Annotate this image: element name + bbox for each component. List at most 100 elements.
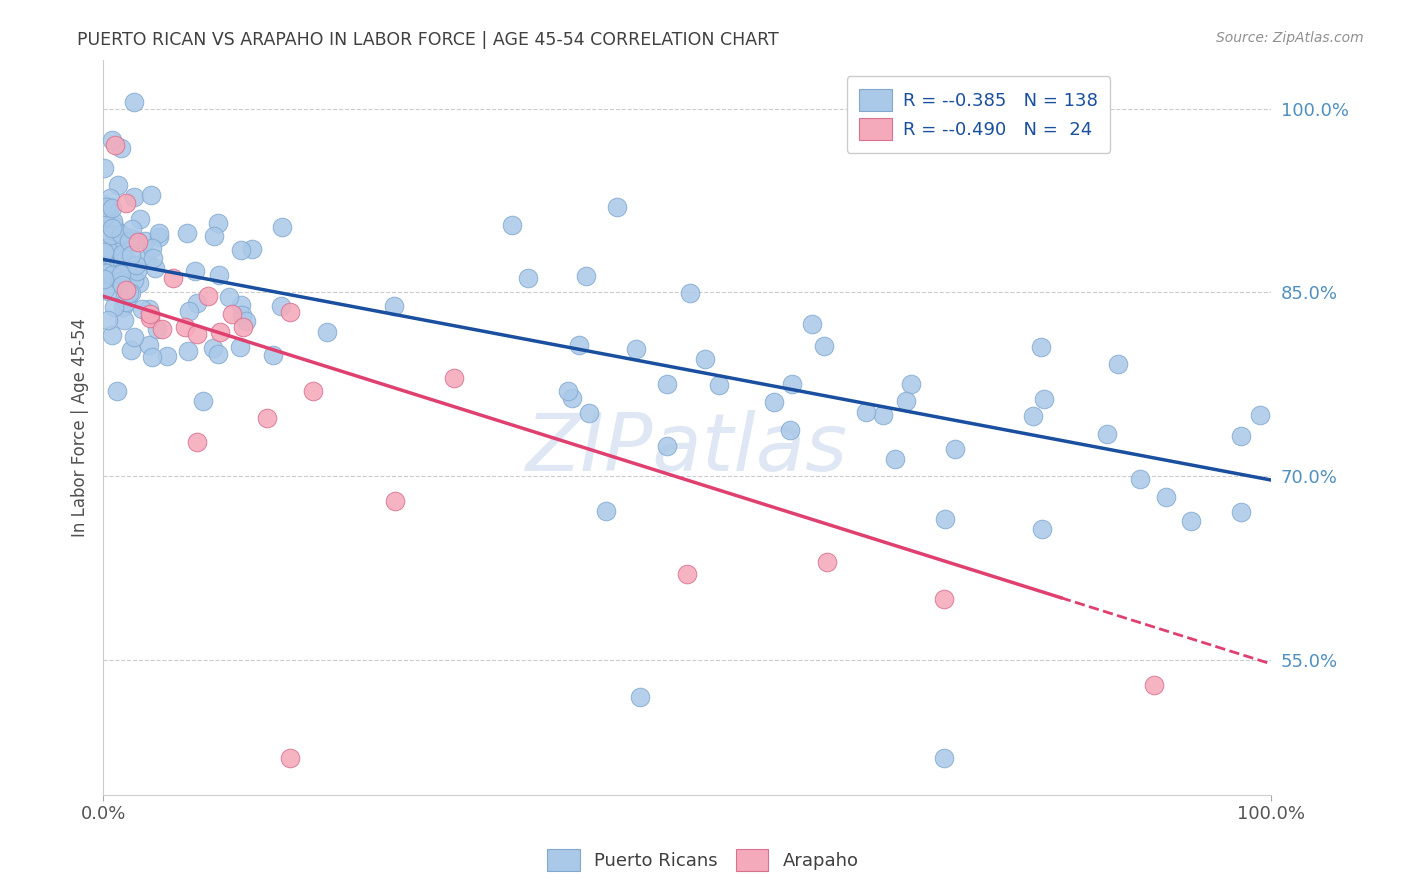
Point <box>111 233 134 247</box>
Point <box>278 751 301 765</box>
Point <box>110 141 132 155</box>
Point <box>93 244 115 259</box>
Point <box>128 277 150 291</box>
Point <box>122 329 145 343</box>
Legend: R = --0.385   N = 138, R = --0.490   N =  24: R = --0.385 N = 138, R = --0.490 N = 24 <box>846 76 1111 153</box>
Point <box>110 274 132 288</box>
Point <box>578 406 600 420</box>
Point <box>115 251 138 265</box>
Point <box>575 268 598 283</box>
Point <box>134 235 156 249</box>
Point <box>1180 514 1202 528</box>
Point <box>118 285 141 300</box>
Point <box>139 307 162 321</box>
Point <box>177 304 200 318</box>
Point <box>96 241 118 255</box>
Point <box>235 314 257 328</box>
Point <box>628 690 651 704</box>
Point <box>815 555 838 569</box>
Point <box>93 211 115 225</box>
Point <box>207 347 229 361</box>
Point <box>1107 357 1129 371</box>
Point <box>186 296 208 310</box>
Point <box>872 409 894 423</box>
Point <box>934 512 956 526</box>
Point <box>155 349 177 363</box>
Point <box>561 391 583 405</box>
Point <box>97 285 120 299</box>
Point <box>779 424 801 438</box>
Point <box>173 320 195 334</box>
Point <box>218 290 240 304</box>
Point <box>150 322 173 336</box>
Point <box>98 200 121 214</box>
Point <box>229 243 252 257</box>
Point <box>693 352 716 367</box>
Point <box>94 266 117 280</box>
Point <box>678 286 700 301</box>
Point <box>124 95 146 109</box>
Point <box>278 304 301 318</box>
Text: ZIPatlas: ZIPatlas <box>526 410 848 489</box>
Point <box>127 235 149 249</box>
Point <box>208 268 231 282</box>
Point <box>114 286 136 301</box>
Point <box>186 326 208 341</box>
Point <box>676 567 699 582</box>
Point <box>197 288 219 302</box>
Point <box>93 231 115 245</box>
Point <box>91 232 114 246</box>
Point <box>101 214 124 228</box>
Point <box>104 138 127 153</box>
Point <box>103 219 125 233</box>
Point <box>162 270 184 285</box>
Point <box>900 377 922 392</box>
Point <box>107 178 129 192</box>
Point <box>932 591 955 606</box>
Point <box>118 234 141 248</box>
Point <box>208 325 231 339</box>
Point <box>115 195 138 210</box>
Point <box>271 220 294 235</box>
Point <box>142 251 165 265</box>
Point <box>121 222 143 236</box>
Point <box>184 263 207 277</box>
Point <box>111 278 134 293</box>
Point <box>186 434 208 449</box>
Point <box>813 339 835 353</box>
Point <box>270 300 292 314</box>
Point <box>141 241 163 255</box>
Point <box>138 301 160 316</box>
Text: PUERTO RICAN VS ARAPAHO IN LABOR FORCE | AGE 45-54 CORRELATION CHART: PUERTO RICAN VS ARAPAHO IN LABOR FORCE |… <box>77 31 779 49</box>
Point <box>141 188 163 202</box>
Point <box>93 244 115 259</box>
Point <box>231 308 253 322</box>
Point <box>1154 490 1177 504</box>
Point <box>115 295 138 310</box>
Point <box>1129 472 1152 486</box>
Point <box>98 191 121 205</box>
Point <box>501 218 523 232</box>
Point <box>606 200 628 214</box>
Point <box>101 268 124 282</box>
Point <box>100 227 122 242</box>
Point <box>316 325 339 339</box>
Point <box>103 300 125 314</box>
Point <box>112 312 135 326</box>
Point <box>124 233 146 247</box>
Point <box>91 197 114 211</box>
Point <box>100 201 122 215</box>
Point <box>1032 392 1054 406</box>
Point <box>107 252 129 266</box>
Y-axis label: In Labor Force | Age 45-54: In Labor Force | Age 45-54 <box>72 318 89 537</box>
Point <box>382 299 405 313</box>
Point <box>207 216 229 230</box>
Point <box>122 273 145 287</box>
Point <box>122 190 145 204</box>
Point <box>120 248 142 262</box>
Point <box>111 255 134 269</box>
Point <box>762 395 785 409</box>
Point <box>148 226 170 240</box>
Point <box>221 307 243 321</box>
Point <box>193 393 215 408</box>
